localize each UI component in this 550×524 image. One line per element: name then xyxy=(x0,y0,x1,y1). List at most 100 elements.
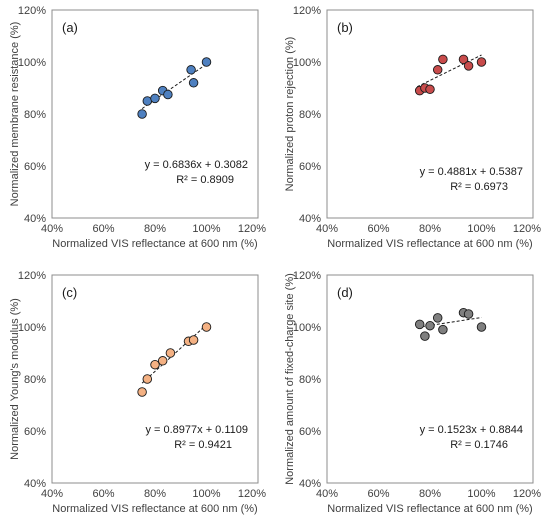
y-tick-b-0: 40% xyxy=(299,213,321,225)
data-points-a xyxy=(137,57,212,119)
y-tick-d-0: 40% xyxy=(299,478,321,490)
x-axis-label-c: Normalized VIS reflectance at 600 nm (%) xyxy=(52,503,257,515)
x-tick-a-2: 80% xyxy=(144,223,166,235)
data-point-a-4 xyxy=(163,89,173,100)
x-ticks-c: 40% 60% 80% 100% 120% xyxy=(41,488,266,500)
y-tick-d-3: 100% xyxy=(293,322,321,334)
x-tick-b-2: 80% xyxy=(419,223,441,235)
data-points-d xyxy=(414,307,487,341)
r2-b: R² = 0.6973 xyxy=(450,181,508,193)
x-ticks-d: 40% 60% 80% 100% 120% xyxy=(316,488,541,500)
x-tick-a-0: 40% xyxy=(41,223,63,235)
r2-a: R² = 0.8909 xyxy=(176,174,234,186)
data-point-a-2 xyxy=(150,93,160,104)
y-ticks-c: 40% 60% 80% 100% 120% xyxy=(18,270,46,490)
data-points-b xyxy=(414,54,487,96)
data-point-b-6 xyxy=(463,61,474,71)
y-axis-label-d: Normalized amount of fixed-charge site (… xyxy=(284,273,296,485)
x-tick-d-0: 40% xyxy=(316,488,338,500)
x-tick-d-3: 100% xyxy=(467,488,495,500)
data-point-b-7 xyxy=(476,57,487,67)
r2-c: R² = 0.9421 xyxy=(174,439,232,451)
y-tick-c-1: 60% xyxy=(24,426,46,438)
y-tick-d-4: 120% xyxy=(293,270,321,282)
data-point-c-3 xyxy=(157,356,168,366)
r2-d: R² = 0.1746 xyxy=(450,439,508,451)
data-point-c-0 xyxy=(137,387,147,397)
plot-frame-d xyxy=(326,274,534,484)
y-tick-d-1: 60% xyxy=(299,426,321,438)
plot-frame-b xyxy=(326,9,534,219)
plot-frame-c xyxy=(51,274,259,484)
equation-c: y = 0.8977x + 0.1109 xyxy=(145,424,248,436)
x-tick-c-0: 40% xyxy=(41,488,63,500)
x-axis-label-a: Normalized VIS reflectance at 600 nm (%) xyxy=(52,238,257,250)
x-axis-label-b: Normalized VIS reflectance at 600 nm (%) xyxy=(327,238,532,250)
y-axis-label-b: Normalized proton rejection (%) xyxy=(284,37,296,192)
y-tick-c-2: 80% xyxy=(24,374,46,386)
x-tick-b-1: 60% xyxy=(367,223,389,235)
y-tick-b-4: 120% xyxy=(293,5,321,17)
data-point-c-1 xyxy=(142,374,153,384)
y-tick-d-2: 80% xyxy=(299,374,321,386)
data-point-d-4 xyxy=(438,324,448,335)
equation-b: y = 0.4881x + 0.5387 xyxy=(420,166,523,178)
y-tick-a-4: 120% xyxy=(18,5,46,17)
x-tick-b-0: 40% xyxy=(316,223,338,235)
data-points-c xyxy=(137,322,212,397)
trend-line-c xyxy=(141,324,207,384)
data-point-d-3 xyxy=(432,313,443,323)
data-point-d-7 xyxy=(476,322,487,332)
panel-a: (a) 40% 60% 80% 100% 120% 40% 60% 80% 10… xyxy=(9,5,266,250)
y-ticks-a: 40% 60% 80% 100% 120% xyxy=(18,5,46,225)
x-tick-c-1: 60% xyxy=(92,488,114,500)
data-point-a-7 xyxy=(201,57,212,67)
x-tick-b-4: 120% xyxy=(513,223,541,235)
data-point-b-3 xyxy=(432,65,443,75)
x-tick-a-3: 100% xyxy=(192,223,220,235)
y-tick-c-4: 120% xyxy=(18,270,46,282)
panel-b: (b) 40% 60% 80% 100% 120% 40% 60% 80% 10… xyxy=(284,5,541,250)
y-tick-a-0: 40% xyxy=(24,213,46,225)
equation-d: y = 0.1523x + 0.8844 xyxy=(420,424,523,436)
panel-d: (d) 40% 60% 80% 100% 120% 40% 60% 80% 10… xyxy=(284,270,541,515)
y-tick-c-3: 100% xyxy=(18,322,46,334)
y-tick-b-1: 60% xyxy=(299,161,321,173)
data-point-a-0 xyxy=(137,109,147,119)
data-point-d-6 xyxy=(463,309,474,319)
x-tick-c-2: 80% xyxy=(144,488,166,500)
equation-a: y = 0.6836x + 0.3082 xyxy=(145,159,248,171)
x-tick-b-3: 100% xyxy=(467,223,495,235)
panel-label-a: (a) xyxy=(62,20,78,35)
x-tick-d-2: 80% xyxy=(419,488,441,500)
trend-line-a xyxy=(141,63,207,110)
y-tick-a-1: 60% xyxy=(24,161,46,173)
data-point-c-7 xyxy=(201,322,212,332)
y-axis-label-c: Normalized Young's modulus (%) xyxy=(9,298,21,460)
y-ticks-d: 40% 60% 80% 100% 120% xyxy=(293,270,321,490)
data-point-b-5 xyxy=(458,54,469,65)
x-tick-c-3: 100% xyxy=(192,488,220,500)
y-tick-a-3: 100% xyxy=(18,57,46,69)
panel-c: (c) 40% 60% 80% 100% 120% 40% 60% 80% 10… xyxy=(9,270,266,515)
x-tick-d-4: 120% xyxy=(513,488,541,500)
x-tick-a-4: 120% xyxy=(238,223,266,235)
data-point-c-4 xyxy=(165,348,176,358)
y-ticks-b: 40% 60% 80% 100% 120% xyxy=(293,5,321,225)
data-point-c-2 xyxy=(150,359,160,370)
y-tick-b-2: 80% xyxy=(299,109,321,121)
x-tick-d-1: 60% xyxy=(367,488,389,500)
x-ticks-a: 40% 60% 80% 100% 120% xyxy=(41,223,266,235)
trend-line-b xyxy=(416,54,482,88)
data-point-d-0 xyxy=(414,319,425,330)
panel-label-b: (b) xyxy=(337,20,353,35)
y-tick-b-3: 100% xyxy=(293,57,321,69)
data-point-b-4 xyxy=(438,54,448,65)
y-tick-c-0: 40% xyxy=(24,478,46,490)
plot-frame-a xyxy=(51,9,259,219)
data-point-c-6 xyxy=(188,335,199,345)
y-axis-label-a: Normalized membrane resistance (%) xyxy=(9,22,21,207)
x-axis-label-d: Normalized VIS reflectance at 600 nm (%) xyxy=(327,503,532,515)
data-point-d-1 xyxy=(420,331,430,341)
